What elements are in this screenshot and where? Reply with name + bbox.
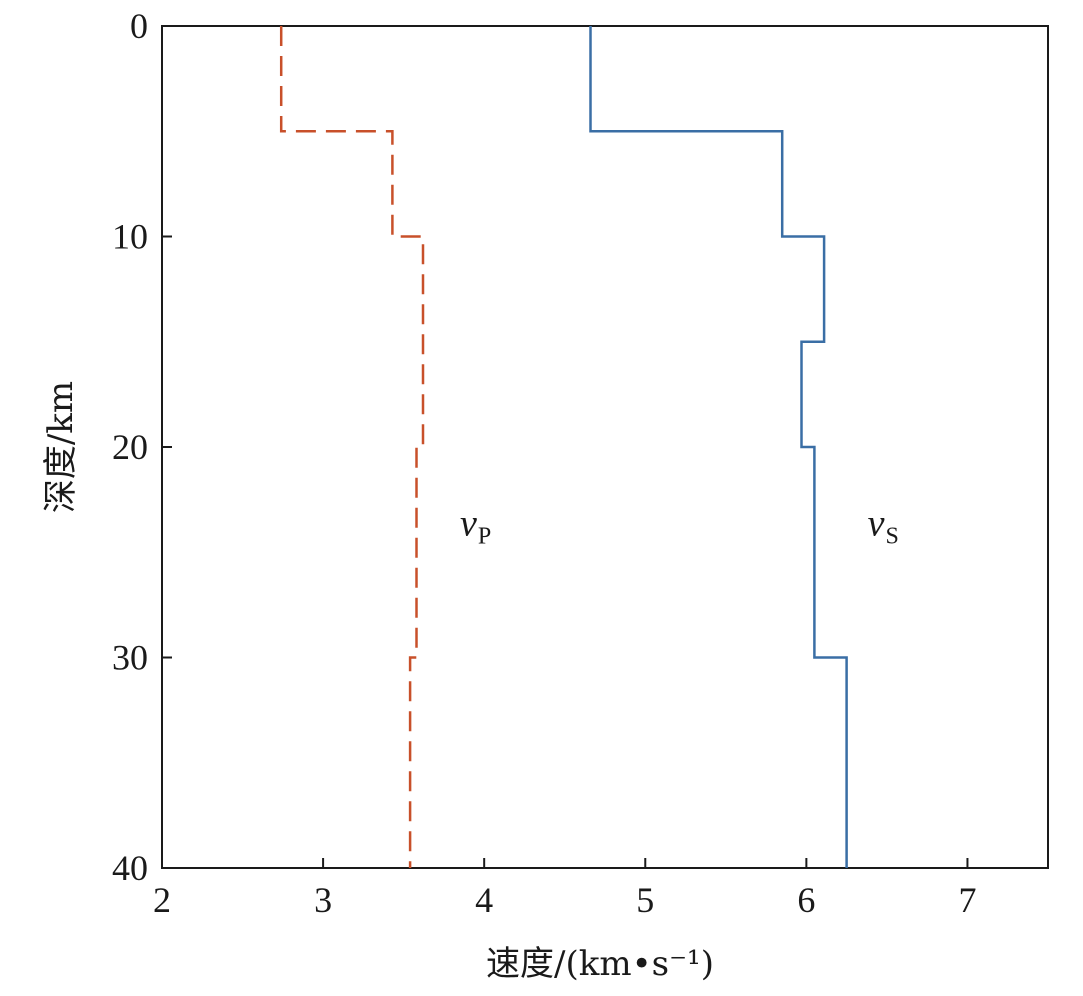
x-tick-label: 5 — [636, 880, 654, 920]
y-tick-label: 20 — [112, 427, 148, 467]
y-tick-label: 30 — [112, 638, 148, 678]
series-layer — [279, 26, 848, 868]
series-label-vS: vS — [868, 502, 899, 549]
x-tick-label: 4 — [475, 880, 493, 920]
axis-ticks: 2 3 4 5 6 7 0 10 20 30 40 — [112, 6, 976, 920]
series-label-vP: vP — [460, 502, 491, 549]
x-tick-label: 6 — [797, 880, 815, 920]
y-tick-label: 10 — [112, 217, 148, 257]
series-labels: vP vS — [460, 502, 899, 549]
x-tick-label: 2 — [153, 880, 171, 920]
series-line-vP — [279, 26, 425, 868]
y-tick-label: 40 — [112, 848, 148, 888]
plot-frame — [161, 25, 1049, 869]
series-line-vS — [589, 26, 848, 868]
x-axis-title: 速度/(km•s⁻¹) — [486, 944, 714, 984]
x-tick-label: 3 — [314, 880, 332, 920]
y-tick-label: 0 — [130, 6, 148, 46]
x-tick-label: 7 — [958, 880, 976, 920]
y-axis-title: 深度/km — [41, 381, 81, 513]
